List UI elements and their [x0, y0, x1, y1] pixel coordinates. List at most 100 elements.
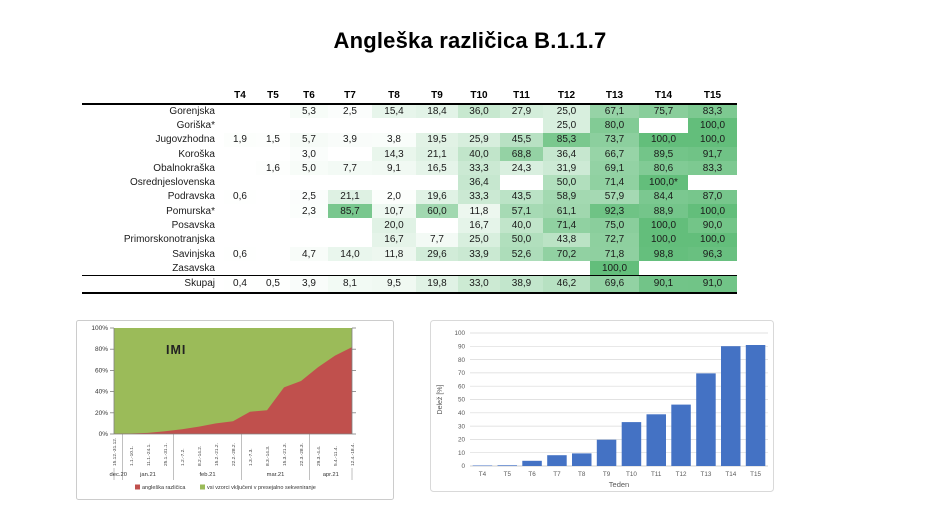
table-cell: 100,0 — [639, 132, 688, 147]
table-cell: 8,1 — [328, 275, 372, 294]
table-cell — [328, 147, 372, 161]
table-cell — [372, 175, 416, 189]
y-axis-tick-label: 0 — [461, 463, 465, 470]
table-cell: 2,3 — [290, 204, 328, 219]
table-cell: 36,4 — [458, 175, 500, 190]
table-cell — [256, 233, 290, 247]
table-cell: 11,8 — [372, 246, 416, 262]
y-axis-tick-label: 40 — [458, 410, 466, 417]
table-cell: 80,6 — [639, 161, 688, 176]
table-row: Pomurska* 2,3 85,7 10,7 60,0 11,8 57,1 61,1 92,3… — [82, 204, 737, 219]
table-cell: 70,2 — [543, 246, 590, 262]
x-axis-tick-label: T5 — [504, 471, 512, 478]
table-cell: 21,1 — [416, 146, 458, 162]
table-cell: 0,6 — [224, 246, 256, 262]
y-axis-tick-label: 20 — [458, 437, 466, 444]
row-label: Zasavska — [82, 261, 224, 276]
table-cell: 69,1 — [590, 161, 639, 176]
y-axis-tick-label: 100 — [454, 330, 465, 337]
table-cell: 3,9 — [290, 275, 328, 294]
y-axis-tick-label: 30 — [458, 423, 466, 430]
table-cell: 9,5 — [372, 275, 416, 294]
table-cell: 89,5 — [639, 146, 688, 162]
bar — [547, 455, 567, 466]
legend-swatch — [200, 484, 205, 490]
x-axis-tick-label: 15.12.-31.12. — [112, 438, 118, 466]
table-cell: 21,1 — [328, 189, 372, 205]
table-cell: 7,7 — [416, 232, 458, 247]
table-cell: 71,4 — [543, 218, 590, 233]
table-row: Jugovzhodna 1,9 1,5 5,7 3,9 3,8 19,5 25,9 45,5 85… — [82, 132, 737, 147]
table-cell: 90,1 — [639, 275, 688, 294]
x-axis-tick-label: 5.4.-11.4. — [333, 446, 339, 466]
column-header: T4 — [224, 88, 256, 105]
table-cell: 92,3 — [590, 204, 639, 219]
y-axis-tick-label: 20% — [95, 410, 108, 417]
table-cell: 84,4 — [639, 189, 688, 205]
region-week-table-wrap: T4 T5 T6 T7 T8 T9 T10 T11 T12 T13 T14 T15 Gorenjska 5… — [82, 88, 737, 294]
table-cell: 40,0 — [458, 146, 500, 162]
table-cell: 75,0 — [590, 218, 639, 233]
table-cell — [416, 261, 458, 275]
table-cell: 16,5 — [416, 161, 458, 176]
x-axis-tick-label: T10 — [626, 471, 637, 478]
table-cell — [256, 218, 290, 232]
table-cell: 4,7 — [290, 246, 328, 262]
table-cell: 19,6 — [416, 189, 458, 205]
row-label: Koroška — [82, 146, 224, 162]
table-cell: 2,5 — [290, 189, 328, 205]
table-cell: 100,0 — [639, 232, 688, 247]
table-cell: 80,0 — [590, 118, 639, 133]
table-cell: 69,6 — [590, 275, 639, 294]
x-axis-tick-label: 1.2.-7.2. — [180, 448, 186, 466]
row-label: Gorenjska — [82, 104, 224, 119]
bar — [497, 465, 517, 466]
table-cell: 50,0 — [500, 232, 543, 247]
x-axis-tick-label: 8.2.-14.2. — [197, 446, 203, 466]
table-cell: 38,9 — [500, 275, 543, 294]
x-axis-tick-label: T6 — [528, 471, 536, 478]
table-cell: 5,3 — [290, 104, 328, 119]
table-cell: 25,9 — [458, 132, 500, 147]
table-cell: 10,7 — [372, 204, 416, 219]
y-axis-tick-label: 60% — [95, 367, 108, 374]
x-axis-tick-label: 22.3.-28.3. — [299, 443, 305, 466]
legend-label: angleška različica — [142, 485, 186, 491]
x-axis-tick-label: 22.2.-28.2. — [231, 443, 237, 466]
bar — [572, 453, 592, 466]
table-cell: 5,7 — [290, 132, 328, 147]
table-cell: 1,9 — [224, 132, 256, 147]
x-axis-tick-label: 11.1.-24.1. — [146, 443, 152, 466]
row-label: Primorskonotranjska — [82, 232, 224, 247]
table-cell — [224, 104, 256, 118]
table-cell — [500, 175, 543, 189]
table-cell — [290, 261, 328, 275]
table-cell: 11,8 — [458, 204, 500, 219]
table-cell — [290, 118, 328, 132]
row-label: Skupaj — [82, 275, 224, 294]
x-axis-tick-label: 1.3.-7.3. — [248, 448, 254, 466]
table-cell: 33,3 — [458, 161, 500, 176]
table-row: Koroška 3,0 14,3 21,1 40,0 68,8 36,4 66,7 89,5 91… — [82, 146, 737, 162]
table-cell: 25,0 — [543, 118, 590, 133]
table-cell — [256, 261, 290, 275]
x-axis-title: Teden — [609, 480, 629, 489]
y-axis-tick-label: 40% — [95, 389, 108, 396]
table-cell: 45,5 — [500, 132, 543, 147]
y-axis-title: Delež [%] — [437, 384, 444, 414]
table-cell — [372, 261, 416, 275]
table-cell: 57,1 — [500, 204, 543, 219]
table-header-row: T4 T5 T6 T7 T8 T9 T10 T11 T12 T13 T14 T15 — [82, 88, 737, 105]
table-cell — [224, 175, 256, 189]
y-axis-tick-label: 0% — [99, 431, 109, 438]
table-cell — [416, 175, 458, 189]
x-axis-group-label: apr.21 — [323, 472, 339, 478]
legend-swatch — [135, 484, 140, 490]
table-row: Podravska 0,6 2,5 21,1 2,0 19,6 33,3 43,5 58,9 57… — [82, 189, 737, 205]
x-axis-tick-label: 12.4.-18.4. — [350, 443, 356, 466]
table-cell — [256, 204, 290, 218]
table-row: Obalnokraška 1,6 5,0 7,7 9,1 16,5 33,3 24,3 31,9… — [82, 161, 737, 176]
table-cell: 3,8 — [372, 132, 416, 147]
table-row: Posavska 20,0 16,7 40,0 71,4 75,0 100,0 90,0 — [82, 218, 737, 233]
table-cell: 24,3 — [500, 161, 543, 176]
